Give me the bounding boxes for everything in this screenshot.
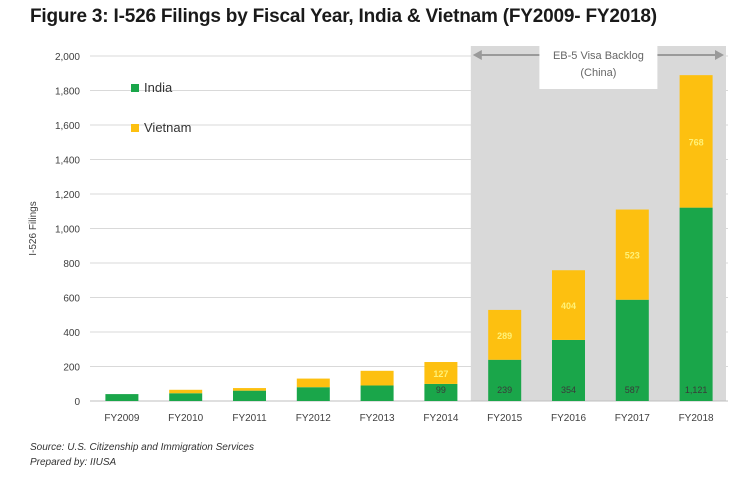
data-label-vietnam: 768 bbox=[689, 137, 704, 147]
y-tick-label: 600 bbox=[63, 294, 80, 305]
legend-vietnam-swatch bbox=[131, 124, 139, 132]
y-tick-label: 800 bbox=[63, 259, 80, 270]
bar-vietnam-fy2014 bbox=[424, 362, 458, 384]
x-tick-label: FY2017 bbox=[615, 413, 650, 424]
y-tick-label: 1,000 bbox=[55, 225, 80, 236]
bar-india-fy2010 bbox=[169, 393, 203, 401]
bars: 99 127 239 289 354 404 587 523 1,121 768 bbox=[105, 75, 713, 401]
bar-india-fy2016 bbox=[552, 339, 585, 401]
source-line: Source: U.S. Citizenship and Immigration… bbox=[30, 442, 254, 453]
bar-vietnam-fy2012 bbox=[296, 378, 330, 388]
bar-india-fy2013 bbox=[360, 385, 394, 401]
data-label-india: 354 bbox=[561, 385, 576, 395]
data-label-india: 99 bbox=[436, 385, 446, 395]
y-tick-label: 1,600 bbox=[55, 121, 80, 132]
y-tick-label: 200 bbox=[63, 363, 80, 374]
y-tick-label: 2,000 bbox=[55, 52, 80, 63]
data-label-vietnam: 127 bbox=[433, 369, 448, 379]
bar-india-fy2009 bbox=[105, 394, 139, 401]
prepared-by-line: Prepared by: IIUSA bbox=[30, 457, 117, 468]
arrow-head-left bbox=[472, 50, 482, 60]
backlog-annotation-subtext: (China) bbox=[580, 67, 616, 79]
bar-india-fy2012 bbox=[296, 387, 330, 401]
chart-title: Figure 3: I-526 Filings by Fiscal Year, … bbox=[30, 6, 657, 27]
x-tick-label: FY2015 bbox=[487, 413, 522, 424]
y-axis-ticks: 0 200 400 600 800 1,000 1,200 1,400 1,600 1,800 2,… bbox=[55, 52, 80, 408]
backlog-annotation-box bbox=[539, 43, 658, 89]
bar-india-fy2014 bbox=[424, 383, 458, 401]
data-label-india: 1,121 bbox=[685, 385, 708, 395]
legend-india-swatch bbox=[131, 84, 139, 92]
bar-india-fy2017 bbox=[615, 299, 649, 401]
data-label-india: 239 bbox=[497, 385, 512, 395]
x-tick-label: FY2016 bbox=[551, 413, 586, 424]
data-label-vietnam: 404 bbox=[561, 301, 576, 311]
bar-india-fy2011 bbox=[233, 390, 266, 401]
x-tick-label: FY2012 bbox=[296, 413, 331, 424]
x-tick-label: FY2010 bbox=[168, 413, 203, 424]
x-tick-label: FY2011 bbox=[232, 413, 267, 424]
bar-vietnam-fy2017 bbox=[615, 209, 649, 300]
x-axis-ticks: FY2009 FY2010 FY2011 FY2012 FY2013 FY2014 FY20… bbox=[104, 413, 714, 424]
backlog-annotation-text: EB-5 Visa Backlog bbox=[553, 50, 644, 62]
y-tick-label: 0 bbox=[74, 397, 80, 408]
arrow-head-right bbox=[715, 50, 724, 60]
y-tick-label: 400 bbox=[63, 328, 80, 339]
bar-vietnam-fy2016 bbox=[552, 270, 585, 340]
bar-india-fy2018 bbox=[679, 207, 713, 401]
data-label-vietnam: 523 bbox=[625, 251, 640, 261]
y-tick-label: 1,200 bbox=[55, 190, 80, 201]
bar-vietnam-fy2015 bbox=[488, 309, 522, 360]
bar-india-fy2015 bbox=[488, 359, 522, 401]
y-axis-label: I-526 Filings bbox=[28, 201, 39, 255]
bar-vietnam-fy2011 bbox=[233, 388, 266, 391]
data-label-india: 587 bbox=[625, 385, 640, 395]
legend-vietnam-label: Vietnam bbox=[144, 120, 191, 135]
y-tick-label: 1,400 bbox=[55, 156, 80, 167]
x-tick-label: FY2014 bbox=[423, 413, 458, 424]
data-label-vietnam: 289 bbox=[497, 331, 512, 341]
x-tick-label: FY2013 bbox=[360, 413, 395, 424]
x-tick-label: FY2018 bbox=[679, 413, 714, 424]
bar-vietnam-fy2010 bbox=[169, 389, 203, 394]
legend-india-label: India bbox=[144, 80, 173, 95]
x-tick-label: FY2009 bbox=[104, 413, 139, 424]
source-note: Source: U.S. Citizenship and Immigration… bbox=[30, 440, 254, 470]
bar-vietnam-fy2018 bbox=[679, 75, 713, 208]
y-tick-label: 1,800 bbox=[55, 87, 80, 98]
legend: India Vietnam bbox=[131, 80, 191, 135]
bar-vietnam-fy2013 bbox=[360, 370, 394, 386]
